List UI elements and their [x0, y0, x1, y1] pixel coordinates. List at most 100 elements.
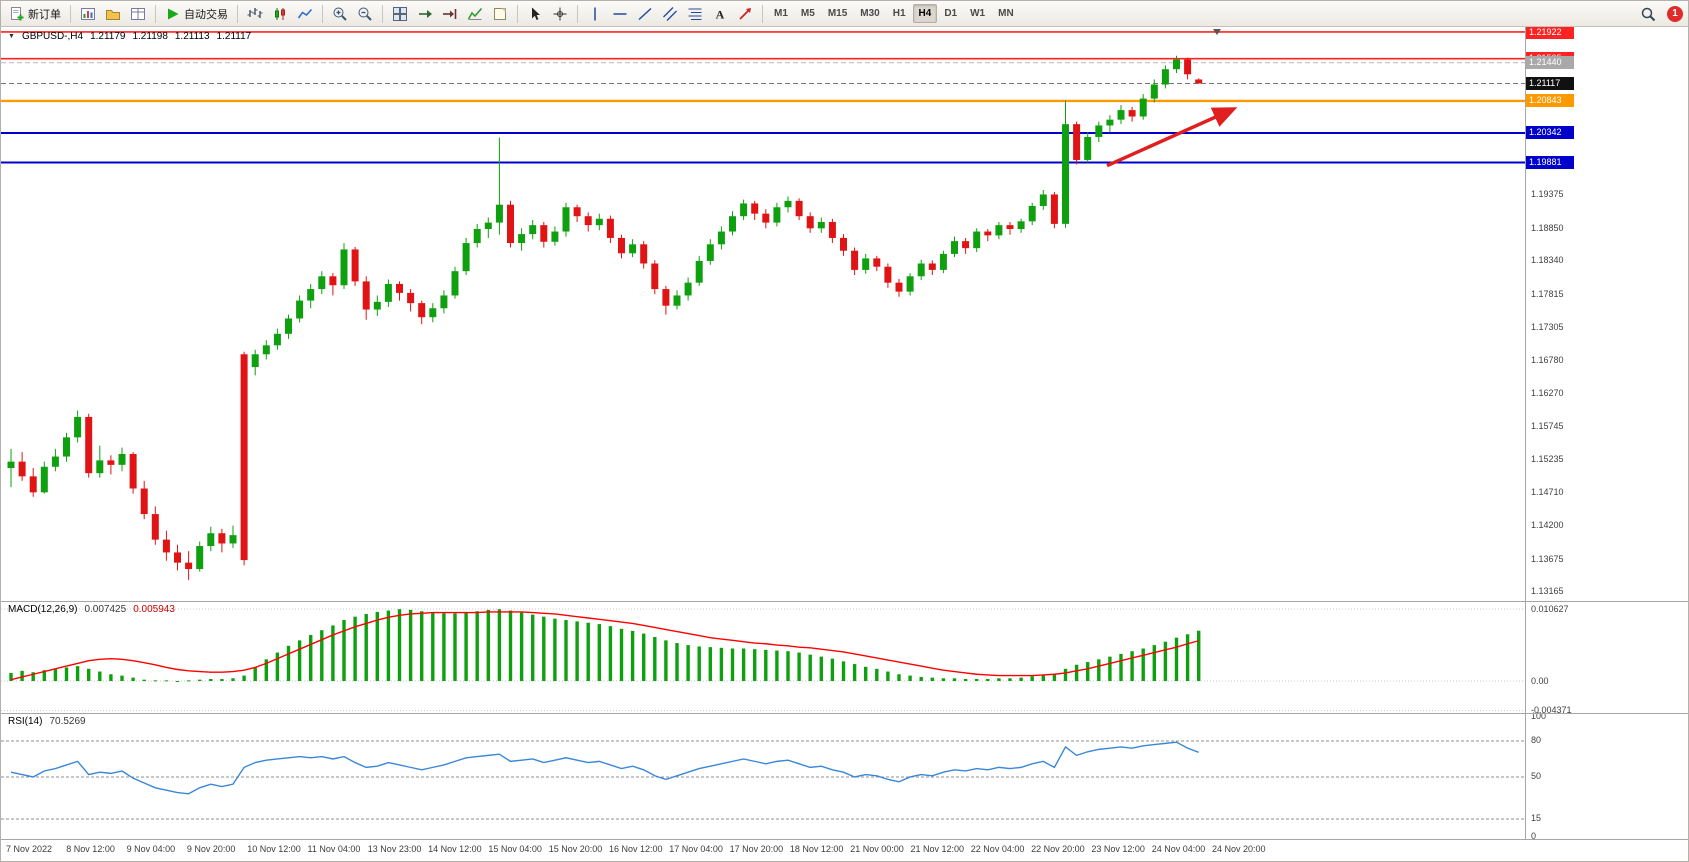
panel-separator-macd[interactable]	[1, 601, 1688, 602]
rsi-scale-tick: 15	[1531, 813, 1542, 824]
time-label: 9 Nov 04:00	[126, 844, 176, 854]
toolbar-separator	[517, 4, 518, 23]
price-badge-1.20342: 1.20342	[1526, 126, 1574, 140]
line-chart-button[interactable]	[293, 1, 317, 26]
panel-separator-axis	[1, 839, 1688, 840]
price-tick: 1.13165	[1531, 586, 1564, 597]
time-label: 18 Nov 12:00	[789, 844, 844, 854]
chart-menu-icon[interactable]: ▼	[8, 33, 15, 40]
notification-badge[interactable]: 1	[1667, 5, 1683, 22]
time-label: 17 Nov 20:00	[729, 844, 784, 854]
auto-scroll-button[interactable]	[413, 1, 437, 26]
timeframe-w1[interactable]: W1	[970, 8, 986, 19]
timeframe-h1[interactable]: H1	[892, 8, 906, 19]
data-window-button[interactable]	[126, 1, 150, 26]
vertical-line-button[interactable]	[583, 1, 607, 26]
toolbar-separator	[70, 4, 71, 23]
timeframe-m1[interactable]: M1	[774, 8, 788, 19]
trend-arrow[interactable]	[1106, 107, 1238, 168]
time-label: 21 Nov 12:00	[910, 844, 965, 854]
horizontal-line-button[interactable]	[608, 1, 632, 26]
timeframe-d1[interactable]: D1	[944, 8, 958, 19]
toolbar: 新订单 自动交易 A M1 M5 M15 M30 H1 H4 D1 W1 MN 1	[1, 1, 1688, 27]
price-badge-1.21117: 1.21117	[1526, 76, 1574, 90]
timeframe-m5[interactable]: M5	[800, 8, 815, 19]
chart-title: ▼ GBPUSD-,H4 1.21179 1.21198 1.21113 1.2…	[8, 31, 251, 42]
trendline-button[interactable]	[633, 1, 657, 26]
cursor-button[interactable]	[523, 1, 547, 26]
toolbar-separator	[762, 4, 763, 23]
time-label: 24 Nov 20:00	[1212, 844, 1266, 854]
panel-separator-rsi[interactable]	[1, 713, 1688, 714]
price-tick: 1.15745	[1531, 421, 1564, 432]
crosshair-icon	[553, 7, 567, 20]
rsi-scale-tick: 50	[1531, 771, 1542, 782]
channel-button[interactable]	[658, 1, 682, 26]
crosshair-button[interactable]	[548, 1, 572, 26]
bar-chart-button[interactable]	[243, 1, 267, 26]
time-label: 10 Nov 12:00	[247, 844, 301, 854]
arrows-button[interactable]	[733, 1, 757, 26]
zoom-out-button[interactable]	[353, 1, 377, 26]
channel-icon	[663, 6, 677, 21]
data-window-icon	[131, 7, 145, 20]
new-order-button-label: 新订单	[28, 8, 61, 21]
tile-windows-button[interactable]	[388, 1, 412, 26]
timeframe-m30[interactable]: M30	[860, 8, 880, 19]
timeframe-m15[interactable]: M15	[827, 8, 848, 19]
charts-button[interactable]	[76, 1, 100, 26]
zoom-out-icon	[358, 7, 372, 21]
price-badge-1.20843: 1.20843	[1526, 94, 1574, 108]
auto-trading-button-label: 自动交易	[184, 8, 228, 21]
symbol-period: GBPUSD-,H4	[21, 31, 84, 42]
price-tick: 1.18340	[1531, 255, 1564, 266]
chart-shift-button[interactable]	[438, 1, 462, 26]
time-label: 17 Nov 04:00	[669, 844, 723, 854]
time-label: 7 Nov 2022	[6, 844, 53, 854]
chart-plot-area[interactable]	[1, 27, 1525, 839]
toolbar-right: 1	[1636, 1, 1686, 26]
autoscroll-icon	[419, 9, 432, 18]
toolbar-separator	[382, 4, 383, 23]
rsi-value: 70.5269	[49, 716, 86, 727]
toolbar-separator	[577, 4, 578, 23]
search-button[interactable]	[1636, 1, 1660, 26]
fibo-icon	[688, 8, 702, 20]
macd-signal-line	[10, 611, 1199, 681]
price-tick: 1.14200	[1531, 520, 1564, 531]
ohlc-open: 1.21179	[90, 31, 126, 42]
price-tick: 1.17305	[1531, 321, 1564, 332]
rsi-line	[10, 741, 1199, 795]
macd-main-value: 0.007425	[84, 604, 127, 615]
macd-scale-tick: 0.00	[1531, 675, 1549, 686]
ohlc-close: 1.21117	[216, 31, 252, 42]
price-tick: 1.14710	[1531, 487, 1564, 498]
zoom-in-button[interactable]	[328, 1, 352, 26]
new-order-button[interactable]: 新订单	[5, 1, 65, 26]
text-button[interactable]: A	[708, 1, 732, 26]
time-axis[interactable]: 7 Nov 2022 8 Nov 12:00 9 Nov 04:00 9 Nov 20…	[1, 839, 1688, 861]
ohlc-low: 1.21113	[174, 31, 210, 42]
timeframe-h4[interactable]: H4	[912, 4, 938, 23]
fibonacci-button[interactable]	[683, 1, 707, 26]
price-tick: 1.16780	[1531, 355, 1564, 366]
templates-button[interactable]	[488, 1, 512, 26]
price-scale-separator	[1525, 27, 1526, 839]
indicators-button[interactable]	[463, 1, 487, 26]
toolbar-separator	[155, 4, 156, 23]
candlestick-chart-button[interactable]	[268, 1, 292, 26]
time-label: 13 Nov 23:00	[367, 844, 422, 854]
candles-series	[7, 55, 1203, 580]
cursor-icon	[532, 7, 540, 20]
macd-signal-value: 0.005943	[133, 604, 175, 615]
price-tick: 1.18850	[1531, 222, 1564, 233]
macd-histogram	[9, 609, 1201, 683]
auto-trading-button[interactable]: 自动交易	[161, 1, 232, 26]
timeframe-mn[interactable]: MN	[998, 8, 1014, 19]
time-label: 24 Nov 04:00	[1151, 844, 1206, 854]
price-badge-1.21440: 1.21440	[1526, 56, 1574, 70]
play-icon	[168, 8, 179, 19]
rsi-scale-tick: 80	[1531, 735, 1542, 746]
profiles-button[interactable]	[101, 1, 125, 26]
price-scale[interactable]: 1.19375 1.18850 1.18340 1.17815 1.17305 1.167…	[1526, 25, 1688, 841]
